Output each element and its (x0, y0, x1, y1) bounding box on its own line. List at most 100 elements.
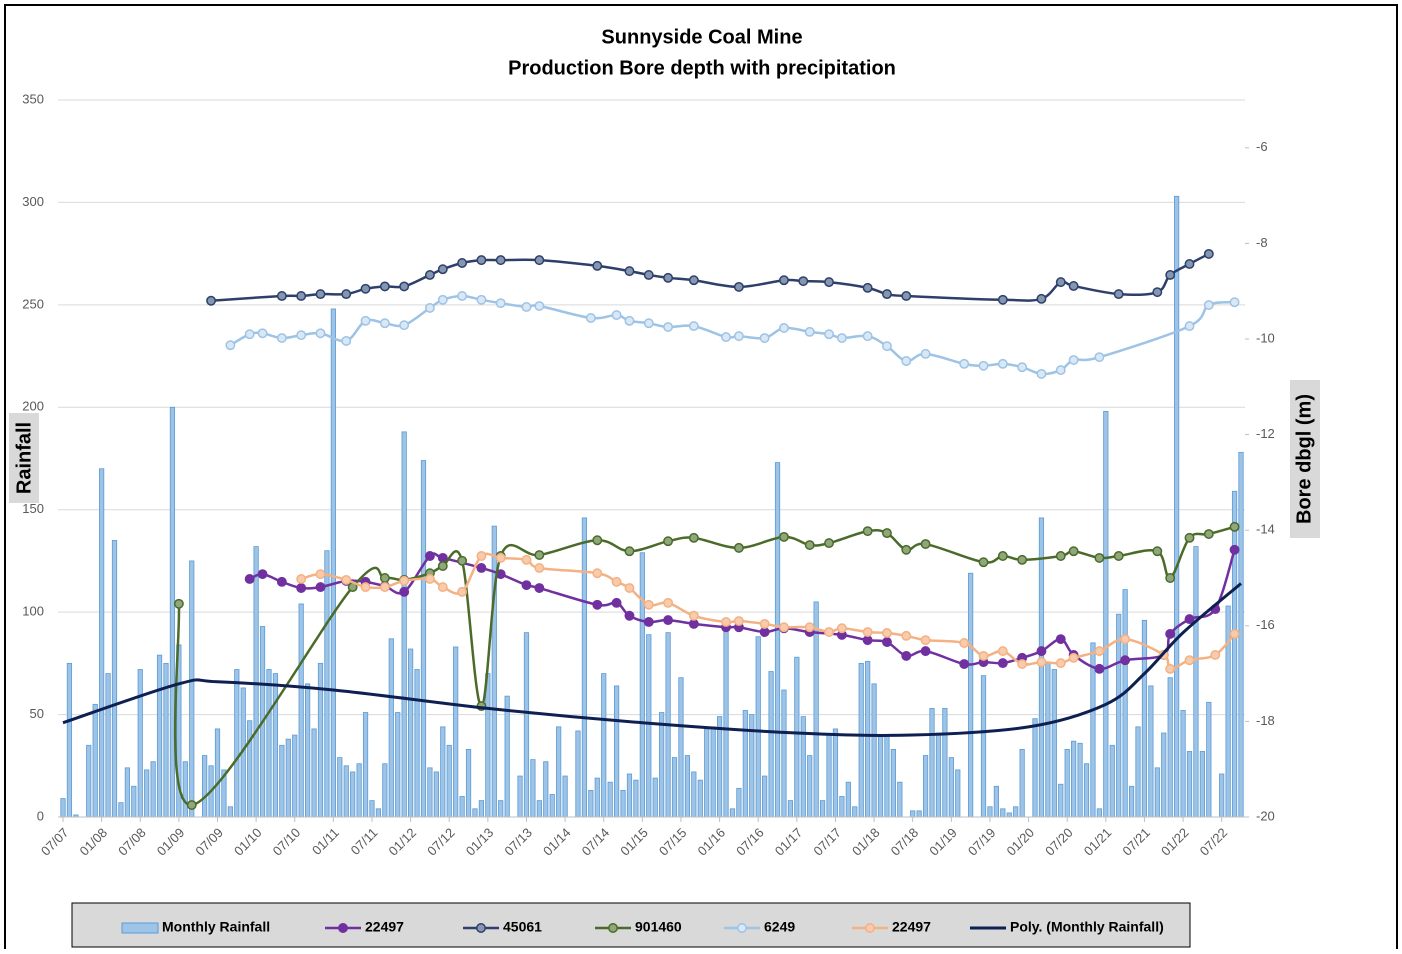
bar (66, 662, 73, 818)
marker (379, 281, 390, 292)
y2-tick-label: -10 (1256, 330, 1275, 345)
marker (360, 582, 371, 593)
marker (688, 321, 699, 332)
legend-marker (608, 923, 618, 933)
marker (244, 574, 255, 584)
bar (279, 744, 285, 818)
bar (774, 462, 781, 818)
marker (978, 360, 989, 371)
bar (729, 808, 736, 818)
bar (633, 779, 639, 818)
y2-axis-title-box (1290, 380, 1320, 538)
marker (798, 276, 809, 287)
marker (978, 557, 989, 568)
y2-axis-title: Bore dbgl (m) (1293, 394, 1315, 524)
bar (556, 726, 562, 818)
marker (244, 329, 255, 340)
marker (901, 544, 912, 555)
marker (804, 540, 815, 550)
y-axis-title: Rainfall (13, 422, 35, 494)
bar (684, 755, 691, 818)
bar (1167, 677, 1173, 818)
y-tick-label: 100 (22, 604, 44, 619)
bar (530, 759, 536, 818)
bar (742, 710, 748, 818)
marker (733, 281, 744, 292)
marker (276, 291, 287, 301)
bar (202, 755, 208, 818)
bar (356, 763, 362, 818)
bar (1109, 744, 1115, 818)
bar (272, 673, 279, 818)
marker (585, 313, 596, 323)
marker (611, 576, 622, 587)
y-tick-label: 0 (37, 808, 44, 823)
bar (324, 550, 330, 818)
marker (624, 266, 635, 277)
bar (562, 775, 568, 818)
bar (768, 671, 774, 818)
y2-tick-label: -20 (1256, 808, 1275, 823)
bar (465, 748, 472, 818)
marker (476, 563, 487, 573)
marker (901, 291, 912, 301)
bar (420, 460, 427, 818)
bar (1148, 685, 1154, 818)
bar (144, 769, 150, 818)
marker (688, 532, 699, 543)
bar (485, 673, 491, 818)
marker (1113, 551, 1124, 561)
bar (99, 468, 105, 818)
bar (169, 406, 176, 818)
marker (901, 650, 912, 661)
y2-tick-label: -18 (1256, 713, 1275, 728)
marker (437, 561, 448, 571)
legend-marker (338, 923, 348, 933)
legend-box (71, 902, 1191, 948)
marker (1036, 293, 1047, 304)
marker (624, 546, 635, 557)
marker (997, 646, 1008, 657)
marker (1203, 300, 1214, 311)
marker (1229, 521, 1240, 532)
bar (549, 794, 555, 818)
bar (890, 748, 896, 818)
bar (626, 773, 633, 818)
marker (733, 542, 744, 553)
marker (315, 569, 326, 580)
marker (476, 294, 487, 305)
bar (1064, 748, 1070, 818)
y-axis-title-box (9, 413, 39, 503)
marker (721, 332, 731, 343)
bar (1058, 783, 1064, 818)
marker (688, 610, 699, 621)
marker (997, 658, 1008, 669)
marker (1152, 546, 1163, 557)
bar (427, 767, 433, 818)
bar (955, 769, 961, 818)
bar (1219, 773, 1225, 818)
bar (401, 431, 407, 818)
marker (257, 328, 268, 339)
bar (414, 669, 420, 818)
bar (652, 777, 658, 818)
marker (920, 635, 931, 646)
marker (399, 586, 410, 597)
marker (1184, 614, 1195, 625)
bar (897, 781, 903, 818)
bar (292, 734, 298, 818)
bar (1193, 546, 1199, 818)
bar (691, 771, 697, 818)
bar (369, 800, 375, 818)
legend-label: Monthly Rainfall (162, 919, 270, 935)
bar (832, 728, 839, 818)
bar (839, 796, 845, 818)
marker (1210, 650, 1221, 660)
marker (437, 552, 448, 563)
bar (498, 800, 504, 818)
marker (1165, 573, 1176, 583)
marker (688, 618, 699, 629)
marker (1229, 544, 1240, 555)
bar (993, 785, 999, 818)
marker (920, 348, 931, 359)
